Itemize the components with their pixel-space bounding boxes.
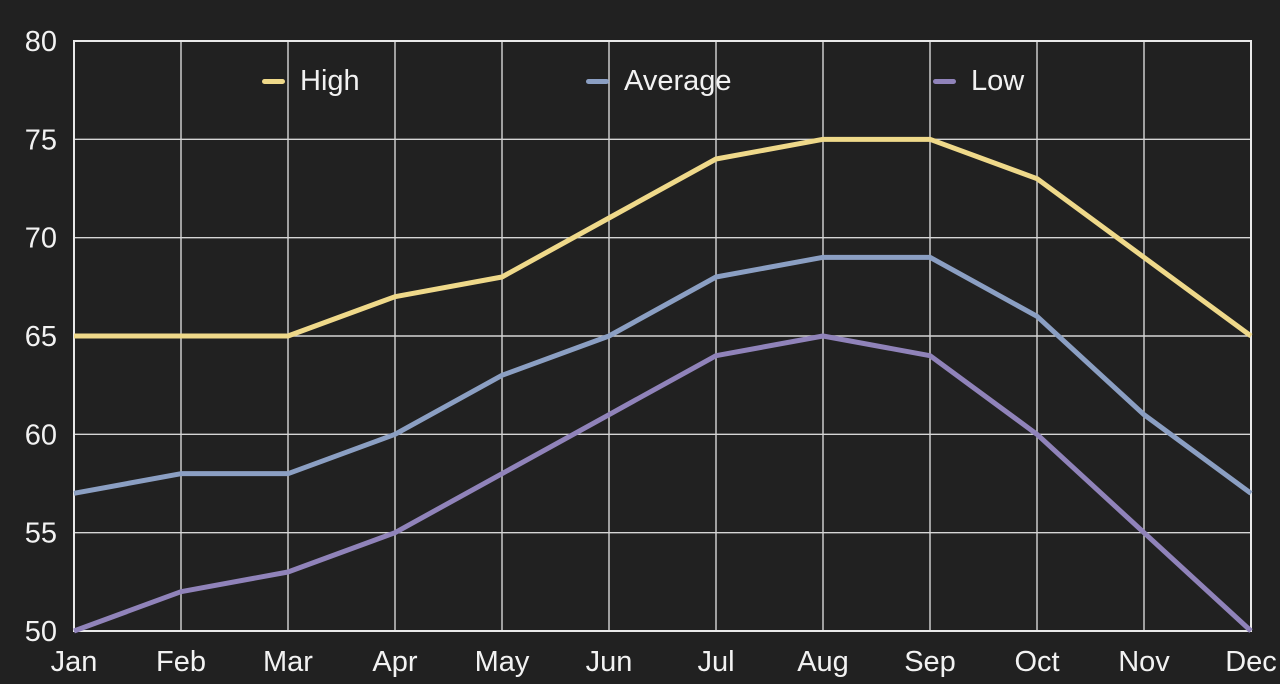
y-tick-label: 60 xyxy=(25,419,57,451)
y-tick-label: 70 xyxy=(25,223,57,255)
y-tick-label: 50 xyxy=(25,616,57,648)
x-tick-label: Jul xyxy=(697,646,734,678)
legend-label-high: High xyxy=(300,65,360,97)
x-tick-label: Mar xyxy=(263,646,313,678)
y-tick-label: 65 xyxy=(25,321,57,353)
x-tick-label: Oct xyxy=(1014,646,1059,678)
y-tick-label: 55 xyxy=(25,518,57,550)
x-tick-label: Jun xyxy=(586,646,633,678)
x-tick-label: Apr xyxy=(372,646,417,678)
x-tick-label: Jan xyxy=(51,646,98,678)
legend-swatch-low xyxy=(933,78,956,84)
y-tick-label: 75 xyxy=(25,124,57,156)
legend-label-low: Low xyxy=(971,65,1025,97)
legend-label-average: Average xyxy=(624,65,732,97)
y-tick-label: 80 xyxy=(25,26,57,58)
legend-item-high: High xyxy=(262,63,360,99)
legend-swatch-high xyxy=(262,78,285,84)
legend-item-low: Low xyxy=(933,63,1024,99)
x-tick-label: Sep xyxy=(904,646,956,678)
x-tick-label: Aug xyxy=(797,646,849,678)
x-tick-label: Feb xyxy=(156,646,206,678)
series-line-high xyxy=(74,136,1253,339)
x-tick-label: Nov xyxy=(1118,646,1170,678)
series-line-low xyxy=(73,333,1253,634)
x-tick-label: May xyxy=(475,646,530,678)
legend-swatch-average xyxy=(586,78,609,84)
legend-item-average: Average xyxy=(586,63,732,99)
x-tick-label: Dec xyxy=(1225,646,1277,678)
series-line-average xyxy=(73,254,1253,496)
